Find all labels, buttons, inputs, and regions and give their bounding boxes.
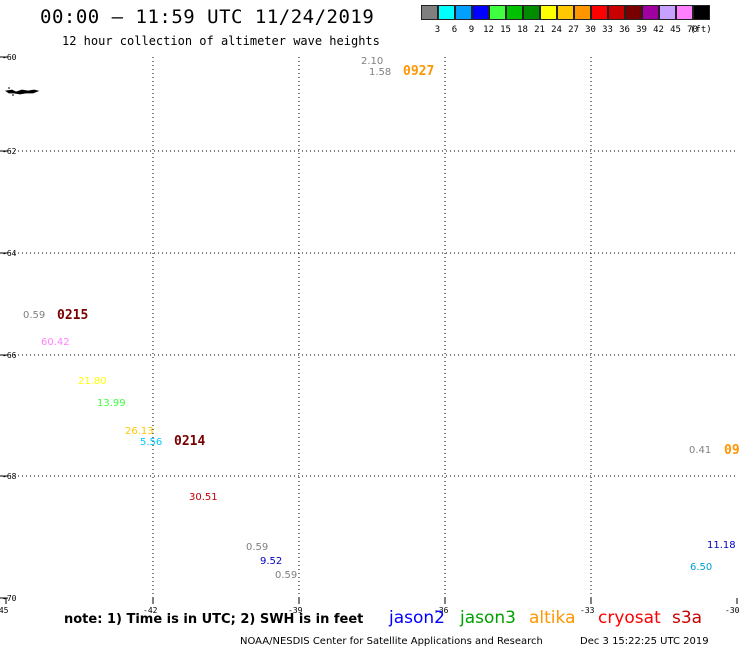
latitude-label: -60 — [2, 53, 17, 62]
longitude-labels: -45 -42 -39 -36 -33 -30 — [0, 606, 740, 615]
legend-unit: (ft) — [690, 25, 712, 35]
legend-swatch — [523, 5, 540, 20]
legend-bin-label: 3 — [434, 25, 441, 35]
map-subtitle: 12 hour collection of altimeter wave hei… — [62, 34, 380, 48]
legend-bin-label: 33 — [602, 25, 613, 35]
wave-height-value: 0.41 — [689, 445, 711, 456]
coastline-fragment — [4, 87, 40, 96]
legend-swatch — [574, 5, 591, 20]
island-dots — [8, 87, 14, 96]
pass-time-label: 0927 — [403, 64, 434, 79]
legend-swatch — [472, 5, 489, 20]
legend-swatch — [557, 5, 574, 20]
legend-swatch — [421, 5, 438, 20]
latitude-label: -62 — [2, 147, 17, 156]
longitude-label: -30 — [725, 606, 740, 615]
wave-height-value: 9.52 — [260, 556, 282, 567]
wave-height-value: 0.59 — [246, 542, 268, 553]
wave-height-observations: 2.101.58 0.59 60.42 21.80 13.99 26.135.56 30.5… — [23, 56, 736, 581]
generated-timestamp: Dec 3 15:22:25 UTC 2019 — [580, 636, 709, 647]
legend-bin-label: 39 — [636, 25, 647, 35]
satellite-name-jason3: jason3 — [460, 608, 516, 628]
legend-bin-label: 24 — [551, 25, 562, 35]
legend-bin-label: 42 — [653, 25, 664, 35]
longitude-label: -39 — [288, 606, 303, 615]
pass-time-label: 09 — [724, 443, 740, 458]
wave-height-value: 1.58 — [369, 67, 391, 78]
wave-height-value: 60.42 — [41, 337, 70, 348]
longitude-label: -45 — [0, 606, 9, 615]
latitude-label: -64 — [2, 249, 17, 258]
longitude-label: -36 — [434, 606, 449, 615]
legend-swatch — [540, 5, 557, 20]
wave-height-value: 13.99 — [97, 398, 126, 409]
satellite-name-jason2: jason2 — [389, 608, 445, 628]
legend-swatch — [693, 5, 710, 20]
legend-bin-label: 15 — [500, 25, 511, 35]
legend-bin-label: 18 — [517, 25, 528, 35]
longitude-label: -33 — [580, 606, 595, 615]
pass-time-label: 0215 — [57, 308, 88, 323]
legend-bin-label: 6 — [451, 25, 458, 35]
wave-height-value: 21.80 — [78, 376, 107, 387]
wave-height-value: 6.50 — [690, 562, 712, 573]
wave-height-value: 30.51 — [189, 492, 218, 503]
legend-bin-label: 45 — [670, 25, 681, 35]
legend-swatch — [625, 5, 642, 20]
wave-height-value: 2.10 — [361, 56, 383, 67]
wave-height-value: 11.18 — [707, 540, 736, 551]
legend-bin-label: 30 — [585, 25, 596, 35]
legend-swatch — [455, 5, 472, 20]
pass-time-label: 0214 — [174, 434, 205, 449]
satellite-name-altika: altika — [529, 608, 576, 628]
legend-bin-label: 21 — [534, 25, 545, 35]
legend-swatch — [642, 5, 659, 20]
satellite-name-s3a: s3a — [672, 608, 703, 628]
wave-height-value: 0.59 — [275, 570, 297, 581]
legend-bin-label: 9 — [468, 25, 475, 35]
longitude-label: -42 — [143, 606, 158, 615]
latitude-label: -66 — [2, 351, 17, 360]
map-title: 00:00 – 11:59 UTC 11/24/2019 — [40, 6, 375, 28]
graticule-lines — [0, 56, 738, 604]
pass-time-labels: 0927 0215 0214 09 — [57, 64, 740, 458]
legend-swatch — [659, 5, 676, 20]
wave-height-value: 5.56 — [140, 437, 162, 448]
legend-swatch — [506, 5, 523, 20]
legend-swatch — [676, 5, 693, 20]
latitude-label: -68 — [2, 472, 17, 481]
legend-bin-label: 70 — [687, 25, 698, 35]
legend-bin-label: 27 — [568, 25, 579, 35]
wave-height-value: 26.13 — [125, 426, 154, 437]
legend-bin-label: 36 — [619, 25, 630, 35]
footer-note: note: 1) Time is in UTC; 2) SWH is in fe… — [64, 612, 364, 627]
wave-height-value: 0.59 — [23, 310, 45, 321]
legend-swatch — [591, 5, 608, 20]
satellite-name-cryosat: cryosat — [598, 608, 661, 628]
credit-line: NOAA/NESDIS Center for Satellite Applica… — [240, 636, 543, 647]
legend-swatch — [489, 5, 506, 20]
legend-bin-label: 12 — [483, 25, 494, 35]
latitude-label: -70 — [2, 594, 17, 603]
legend-swatch — [608, 5, 625, 20]
legend-swatch — [438, 5, 455, 20]
island-outline — [4, 89, 40, 95]
latitude-labels: -60 -62 -64 -66 -68 -70 — [2, 53, 17, 603]
